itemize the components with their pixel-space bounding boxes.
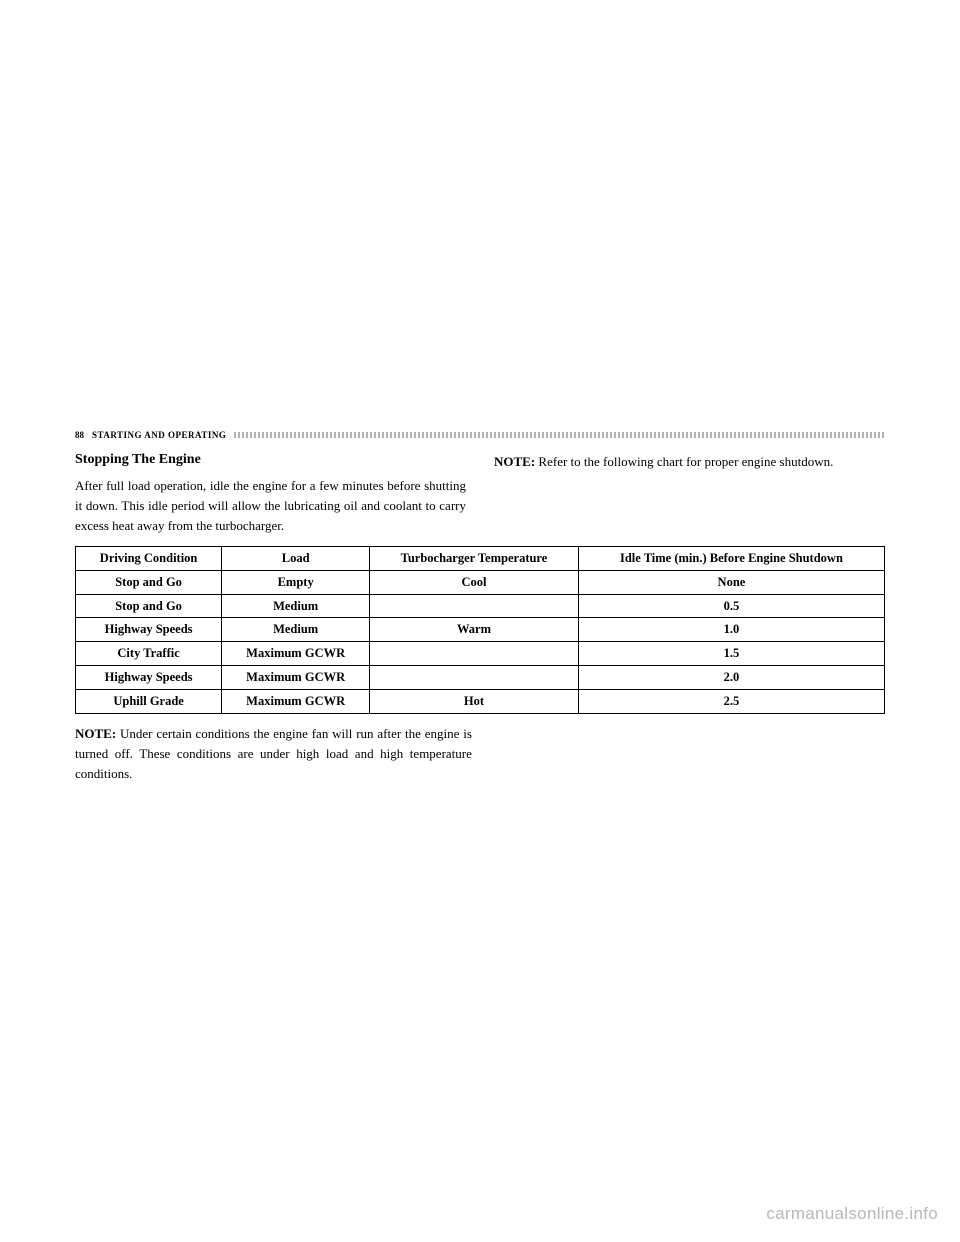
body-paragraph: After full load operation, idle the engi… bbox=[75, 476, 466, 536]
table-cell: Maximum GCWR bbox=[222, 666, 370, 690]
table-cell: Uphill Grade bbox=[76, 690, 222, 714]
table-row: Stop and Go Empty Cool None bbox=[76, 570, 885, 594]
note-body: Refer to the following chart for proper … bbox=[535, 454, 833, 469]
column-header: Turbocharger Temperature bbox=[370, 547, 579, 570]
page-number: 88 bbox=[75, 430, 84, 440]
content-columns: Stopping The Engine After full load oper… bbox=[75, 452, 885, 536]
table-cell: 1.0 bbox=[578, 618, 884, 642]
table-cell: Warm bbox=[370, 618, 579, 642]
table-cell: None bbox=[578, 570, 884, 594]
table-cell bbox=[370, 666, 579, 690]
table-row: Highway Speeds Medium Warm 1.0 bbox=[76, 618, 885, 642]
right-column: NOTE: Refer to the following chart for p… bbox=[494, 452, 885, 536]
table-cell: Cool bbox=[370, 570, 579, 594]
table-row: City Traffic Maximum GCWR 1.5 bbox=[76, 642, 885, 666]
table-cell: Maximum GCWR bbox=[222, 642, 370, 666]
table-cell: 1.5 bbox=[578, 642, 884, 666]
table-cell: City Traffic bbox=[76, 642, 222, 666]
table-cell: 2.0 bbox=[578, 666, 884, 690]
table-cell: Empty bbox=[222, 570, 370, 594]
subsection-title: Stopping The Engine bbox=[75, 452, 466, 468]
page-header: 88 STARTING AND OPERATING bbox=[75, 430, 885, 440]
section-header: STARTING AND OPERATING bbox=[92, 430, 226, 440]
manual-page: 88 STARTING AND OPERATING Stopping The E… bbox=[75, 430, 885, 784]
table-cell bbox=[370, 642, 579, 666]
table-cell bbox=[370, 594, 579, 618]
note-body: Under certain conditions the engine fan … bbox=[75, 726, 472, 781]
left-column: Stopping The Engine After full load oper… bbox=[75, 452, 466, 536]
table-cell: Stop and Go bbox=[76, 594, 222, 618]
column-header: Load bbox=[222, 547, 370, 570]
table-row: Highway Speeds Maximum GCWR 2.0 bbox=[76, 666, 885, 690]
table-cell: Medium bbox=[222, 618, 370, 642]
table-cell: Medium bbox=[222, 594, 370, 618]
table-body: Stop and Go Empty Cool None Stop and Go … bbox=[76, 570, 885, 713]
footer-note: NOTE: Under certain conditions the engin… bbox=[75, 724, 472, 784]
shutdown-chart: Driving Condition Load Turbocharger Temp… bbox=[75, 546, 885, 714]
table-header-row: Driving Condition Load Turbocharger Temp… bbox=[76, 547, 885, 570]
table-cell: 0.5 bbox=[578, 594, 884, 618]
table-cell: 2.5 bbox=[578, 690, 884, 714]
note-label: NOTE: bbox=[75, 726, 116, 741]
table-row: Stop and Go Medium 0.5 bbox=[76, 594, 885, 618]
column-header: Driving Condition bbox=[76, 547, 222, 570]
header-divider bbox=[234, 432, 885, 438]
table-cell: Hot bbox=[370, 690, 579, 714]
table-cell: Highway Speeds bbox=[76, 618, 222, 642]
table-cell: Highway Speeds bbox=[76, 666, 222, 690]
note-label: NOTE: bbox=[494, 454, 535, 469]
table-header: Driving Condition Load Turbocharger Temp… bbox=[76, 547, 885, 570]
note-text: NOTE: Refer to the following chart for p… bbox=[494, 452, 885, 472]
table-row: Uphill Grade Maximum GCWR Hot 2.5 bbox=[76, 690, 885, 714]
table-cell: Stop and Go bbox=[76, 570, 222, 594]
column-header: Idle Time (min.) Before Engine Shutdown bbox=[578, 547, 884, 570]
table-cell: Maximum GCWR bbox=[222, 690, 370, 714]
watermark: carmanualsonline.info bbox=[766, 1204, 938, 1224]
